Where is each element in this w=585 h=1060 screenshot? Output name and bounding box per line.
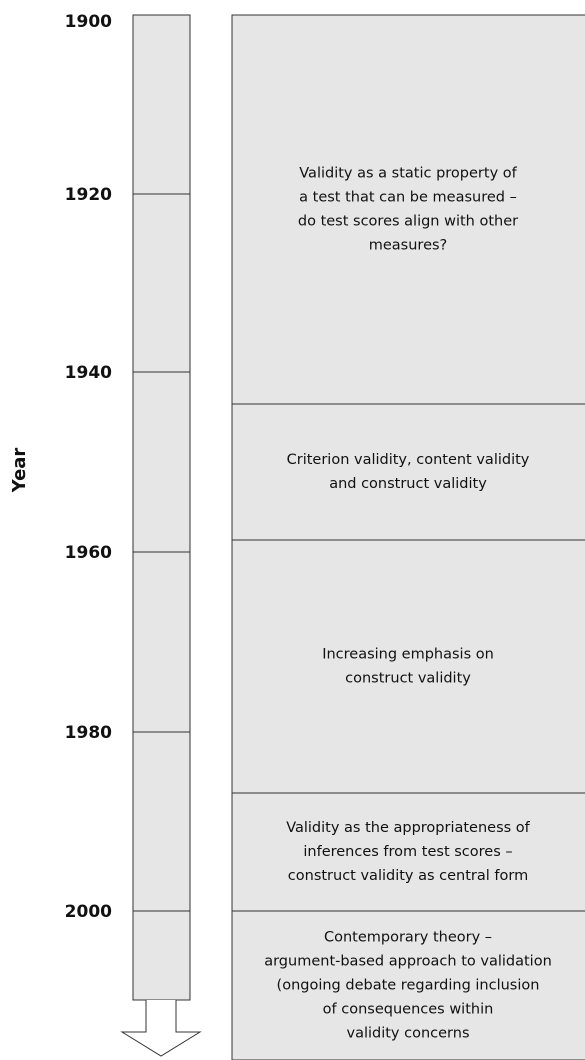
period-text: and construct validity (329, 476, 487, 492)
period-text: Increasing emphasis on (322, 647, 494, 663)
period-text: argument-based approach to validation (264, 954, 552, 970)
content: 1900 1920 1940 1960 1980 2000 Validity as a st… (65, 12, 585, 1060)
axis-label: Year (9, 448, 30, 494)
year-label: 1960 (65, 543, 112, 563)
period-text: Criterion validity, content validity (287, 452, 530, 468)
period-text: do test scores align with other (298, 214, 518, 230)
period-text: (ongoing debate regarding inclusion (277, 978, 540, 994)
period-text: validity concerns (346, 1026, 469, 1042)
timeline-arrow (120, 1000, 202, 1057)
period-text: measures? (369, 238, 448, 254)
period-text: construct validity (345, 671, 471, 687)
period-box (231, 910, 585, 1060)
year-label: 1900 (65, 12, 112, 32)
year-label: 1940 (65, 363, 112, 383)
year-label: 2000 (65, 902, 112, 922)
period-box (231, 792, 585, 912)
period-text: Validity as the appropriateness of (286, 820, 530, 836)
period-box (231, 539, 585, 794)
period-box (231, 14, 585, 405)
year-label: 1980 (65, 723, 112, 743)
period-text: inferences from test scores – (303, 844, 512, 860)
timeline-bar (132, 14, 191, 1001)
year-label: 1920 (65, 185, 112, 205)
period-box (231, 403, 585, 541)
period-text: of consequences within (323, 1002, 494, 1018)
period-text: Contemporary theory – (324, 930, 492, 946)
period-text: construct validity as central form (288, 868, 528, 884)
period-text: Validity as a static property of (299, 166, 517, 182)
period-text: a test that can be measured – (299, 190, 517, 206)
